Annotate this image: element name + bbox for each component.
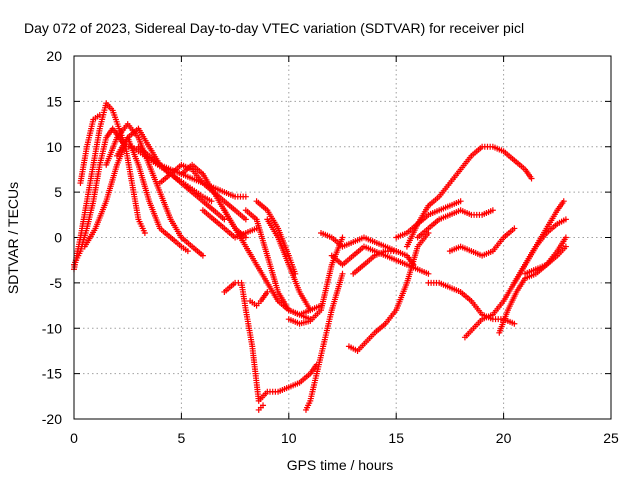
data-point — [307, 307, 314, 314]
data-point — [528, 175, 535, 182]
data-point — [242, 193, 249, 200]
data-series — [393, 198, 464, 241]
data-series — [103, 121, 206, 259]
data-point — [339, 234, 346, 241]
data-point — [562, 234, 569, 241]
data-series — [403, 143, 535, 250]
y-tick-label: -20 — [42, 411, 62, 427]
data-point — [141, 229, 148, 236]
data-series — [199, 207, 260, 241]
data-series — [461, 198, 567, 341]
y-tick-label: 10 — [46, 139, 62, 155]
data-series — [511, 216, 569, 286]
x-tick-label: 25 — [603, 430, 619, 446]
y-tick-label: 20 — [46, 48, 62, 64]
data-point — [264, 288, 271, 295]
tick-layer: 0 5 10 15 20 25 20 15 10 5 0 -5 -10 -15 -20 — [42, 48, 619, 446]
data-point — [562, 243, 569, 250]
x-tick-label: 20 — [496, 430, 512, 446]
data-series — [71, 100, 148, 273]
data-point — [425, 270, 432, 277]
x-tick-label: 15 — [388, 430, 404, 446]
y-tick-label: 0 — [54, 230, 62, 246]
data-series — [247, 288, 271, 309]
data-series — [113, 134, 191, 255]
data-series — [302, 270, 346, 413]
y-tick-label: -5 — [50, 275, 63, 291]
data-series — [414, 207, 496, 241]
x-tick-label: 10 — [281, 430, 297, 446]
data-series — [345, 229, 432, 354]
data-series — [446, 225, 518, 259]
y-axis-label: SDTVAR / TECUs — [5, 182, 21, 294]
data-series — [77, 111, 103, 187]
data-point — [339, 270, 346, 277]
data-series — [264, 216, 314, 314]
data-point — [560, 198, 567, 205]
x-tick-label: 5 — [178, 430, 186, 446]
y-tick-label: -10 — [42, 320, 62, 336]
data-point — [511, 225, 518, 232]
data-point — [242, 216, 249, 223]
data-series — [255, 402, 267, 413]
data-series — [242, 207, 325, 318]
data-point — [199, 252, 206, 259]
data-point — [184, 248, 191, 255]
data-point — [511, 320, 518, 327]
y-tick-label: 5 — [54, 184, 62, 200]
chart-title: Day 072 of 2023, Sidereal Day-to-day VTE… — [24, 20, 524, 36]
data-point — [208, 198, 215, 205]
data-series — [522, 243, 569, 277]
y-tick-label: -15 — [42, 366, 62, 382]
x-tick-label: 0 — [70, 430, 78, 446]
data-point — [457, 198, 464, 205]
data-points — [71, 100, 569, 413]
data-point — [489, 207, 496, 214]
x-axis-label: GPS time / hours — [287, 457, 394, 473]
data-point — [260, 402, 267, 409]
plot-frame — [73, 55, 612, 420]
data-point — [562, 216, 569, 223]
y-tick-label: 15 — [46, 93, 62, 109]
data-point — [96, 111, 103, 118]
data-point — [221, 216, 228, 223]
data-series — [221, 279, 320, 404]
